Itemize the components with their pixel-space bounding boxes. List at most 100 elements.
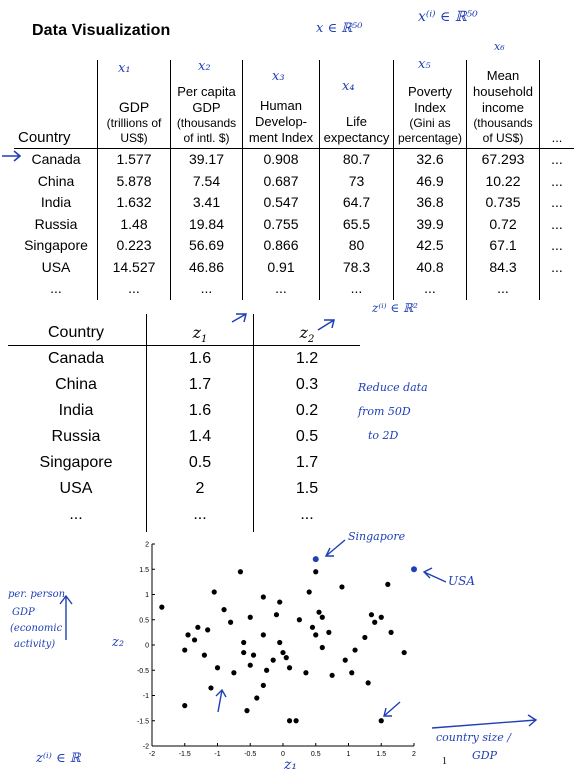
data-point	[241, 639, 247, 646]
annotation-singapore: Singapore	[348, 530, 406, 543]
header-z2: z2	[299, 323, 315, 346]
cell-per-capita-gdp: 46.86	[188, 258, 225, 275]
cell-per-capita-gdp: 39.17	[188, 151, 225, 167]
cell-per-capita-gdp: ...	[200, 280, 213, 296]
cell-z1: 1.7	[188, 376, 212, 393]
data-point	[286, 718, 293, 724]
annotation-xi-in-r50: x⁽ⁱ⁾ ∈ ℝ⁵⁰	[418, 9, 478, 25]
table-row: Russia 1.48 19.84 0.755 65.5 39.9 0.72...	[14, 213, 574, 235]
data-point	[319, 614, 325, 620]
y-tick-label: 2	[145, 542, 149, 549]
annotation-x4: x₄	[342, 79, 355, 94]
cell-z1: ...	[193, 506, 207, 523]
cell-life-expectancy: 80.7	[342, 151, 371, 167]
data-point	[208, 685, 214, 691]
cell-per-capita-gdp: 3.41	[192, 194, 221, 210]
data-point	[378, 614, 384, 620]
y-tick-label: -1.5	[137, 718, 149, 725]
data-point	[319, 644, 325, 651]
cell-more: ...	[551, 194, 563, 210]
cell-country: China	[55, 376, 97, 393]
data-point	[221, 607, 227, 613]
table-row: .........	[8, 503, 360, 527]
cell-z1: 1.4	[188, 428, 212, 445]
table-row: China 5.878 7.54 0.687 73 46.9 10.22...	[14, 170, 574, 192]
cell-mean-household-income: 84.3	[489, 258, 517, 275]
data-point	[195, 624, 201, 630]
cell-mean-household-income: 67.1	[489, 237, 517, 253]
cell-mean-household-income: 10.22	[485, 172, 521, 189]
data-point	[254, 695, 260, 701]
cell-hdi: ...	[275, 280, 287, 296]
data-point	[237, 569, 244, 575]
table-row: Singapore 0.223 56.69 0.866 80 42.5 67.1...	[14, 234, 574, 256]
data-point	[182, 647, 188, 653]
annotation-reduce-line2: from 50D	[358, 405, 411, 418]
data-point	[306, 589, 312, 595]
y-tick-label: -0.5	[137, 668, 149, 675]
data-point	[303, 670, 309, 676]
cell-life-expectancy: 65.5	[342, 215, 371, 232]
cell-gdp: 14.527	[112, 258, 156, 275]
cell-country: India	[40, 194, 72, 210]
cell-z1: 2	[195, 480, 205, 497]
data-point	[159, 604, 165, 610]
header-poverty-index: Poverty Index (Gini as percentage)	[397, 84, 463, 145]
annotation-x6: x₆	[494, 40, 505, 53]
data-point	[362, 634, 368, 641]
table-row: Canada 1.577 39.17 0.908 80.7 32.6 67.293...	[14, 148, 574, 170]
header-country: Country	[18, 129, 71, 146]
column-divider	[466, 60, 467, 300]
cell-poverty-index: 36.8	[416, 194, 444, 210]
data-point	[182, 703, 188, 709]
cell-z2: 0.3	[295, 376, 319, 393]
x-tick-label: 0.5	[311, 751, 321, 756]
cell-hdi: 0.91	[267, 258, 295, 275]
table-row: India 1.632 3.41 0.547 64.7 36.8 0.735...	[14, 191, 574, 213]
data-point	[309, 624, 316, 630]
data-point	[329, 672, 335, 678]
data-point	[365, 680, 371, 686]
annotation-usa: USA	[448, 574, 475, 588]
reduced-data-table: Country z1 z2 Canada 1.6 1.2 China 1.7 0.3 Ind…	[8, 314, 360, 534]
cell-more: ...	[551, 258, 563, 275]
data-point	[211, 589, 217, 595]
data-point	[339, 584, 345, 590]
x-tick-label: 0	[281, 751, 285, 756]
annotation-z2: z₂	[112, 635, 125, 650]
cell-z2: 0.5	[295, 428, 319, 445]
data-point	[368, 612, 375, 618]
data-point	[214, 665, 221, 671]
y-tick-label: 0	[145, 643, 149, 650]
cell-country: ...	[69, 506, 83, 523]
data-point	[191, 637, 198, 643]
data-point	[277, 639, 283, 646]
header-divider	[8, 345, 360, 346]
cell-z1: 0.5	[188, 454, 212, 471]
data-point	[201, 652, 207, 658]
cell-mean-household-income: 0.72	[489, 215, 517, 232]
cell-hdi: 0.547	[263, 194, 299, 210]
x-tick-label: 1	[347, 751, 351, 756]
annotation-country-size: country size /	[436, 731, 512, 744]
header-mean-household-income: Mean household income (thousands of US$)	[473, 68, 533, 145]
x-tick-label: -1.5	[179, 751, 191, 756]
column-divider	[242, 60, 243, 300]
annotation-per-person: per. person	[8, 589, 66, 600]
annotation-zi-in-r: z⁽ⁱ⁾ ∈ ℝ	[36, 751, 81, 766]
table-row: India 1.6 0.2	[8, 399, 360, 423]
data-point	[270, 657, 276, 663]
cell-country: Russia	[51, 428, 101, 445]
y-tick-label: 1	[145, 592, 149, 599]
data-point	[286, 665, 293, 671]
data-point	[313, 632, 319, 638]
page-number: 1	[442, 756, 447, 767]
data-point	[283, 655, 289, 661]
data-point	[250, 652, 257, 658]
annotation-x3: x₃	[272, 69, 285, 84]
cell-gdp: 1.48	[120, 215, 148, 232]
data-point	[205, 627, 211, 633]
data-point	[185, 632, 191, 638]
y-tick-label: -2	[143, 744, 149, 751]
header-divider	[14, 148, 574, 149]
